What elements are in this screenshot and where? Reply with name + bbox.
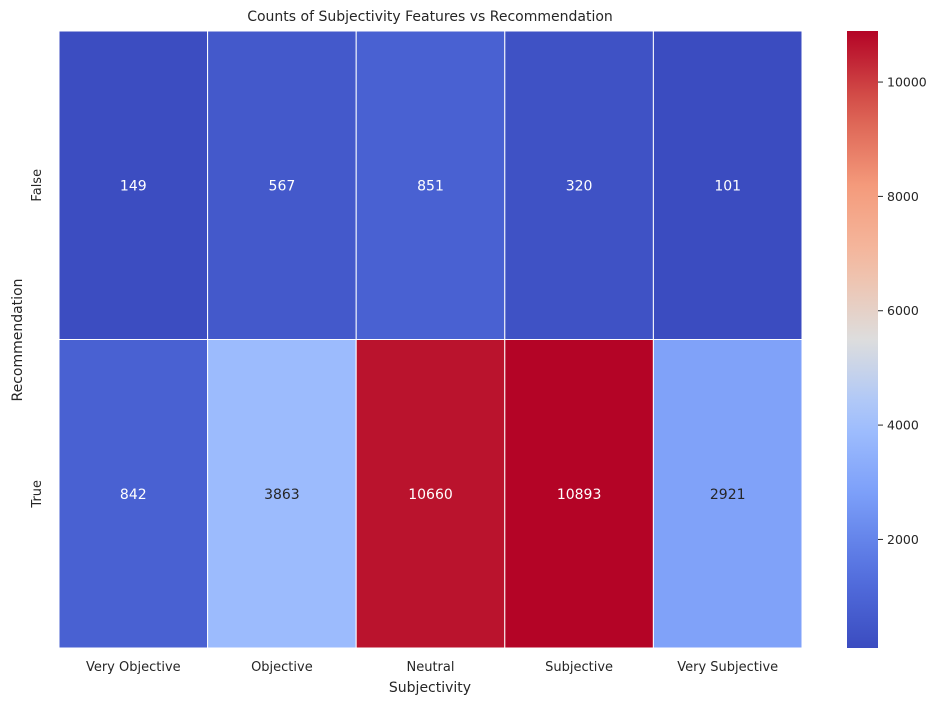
x-tick-label: Very Subjective bbox=[677, 660, 778, 675]
heatmap-cell bbox=[652, 339, 803, 649]
heatmap-cell bbox=[652, 30, 803, 340]
chart-title: Counts of Subjectivity Features vs Recom… bbox=[247, 9, 613, 25]
x-tick-label: Neutral bbox=[407, 660, 455, 675]
cell-value-label: 2921 bbox=[710, 487, 746, 503]
heatmap-cell bbox=[504, 339, 654, 649]
colorbar-tick-label: 4000 bbox=[887, 418, 919, 433]
colorbar-tick-label: 2000 bbox=[887, 532, 919, 547]
heatmap-cell bbox=[58, 30, 209, 340]
cell-value-label: 10893 bbox=[557, 487, 602, 503]
cell-value-label: 10660 bbox=[408, 487, 453, 503]
heatmap-cells: 149 567 851 320 101 842 3863 10660 10893 2921 bbox=[58, 30, 803, 649]
x-tick-label: Subjective bbox=[545, 660, 613, 675]
cell-value-label: 567 bbox=[269, 178, 296, 194]
cell-value-label: 101 bbox=[714, 178, 741, 194]
heatmap-cell bbox=[355, 30, 506, 340]
heatmap-cell bbox=[504, 30, 654, 340]
heatmap-cell bbox=[207, 30, 357, 340]
y-tick-label: False bbox=[30, 169, 45, 202]
cell-value-label: 149 bbox=[120, 178, 147, 194]
heatmap-cell bbox=[207, 339, 357, 649]
x-tick-label: Objective bbox=[251, 660, 313, 675]
y-tick-label: True bbox=[30, 480, 45, 509]
y-axis-label: Recommendation bbox=[10, 278, 26, 401]
colorbar-ticks: 2000 4000 6000 8000 10000 bbox=[878, 75, 927, 547]
colorbar-tick-label: 8000 bbox=[887, 189, 919, 204]
heatmap-cell bbox=[58, 339, 209, 649]
cell-value-label: 3863 bbox=[264, 487, 300, 503]
cell-value-label: 851 bbox=[417, 178, 444, 194]
x-axis-label: Subjectivity bbox=[389, 680, 471, 696]
y-tick-labels: False True bbox=[30, 169, 45, 509]
cell-value-label: 320 bbox=[566, 178, 593, 194]
x-tick-labels: Very Objective Objective Neutral Subjective… bbox=[86, 660, 778, 675]
cell-value-label: 842 bbox=[120, 487, 147, 503]
colorbar bbox=[847, 31, 878, 648]
x-tick-label: Very Objective bbox=[86, 660, 181, 675]
colorbar-tick-label: 6000 bbox=[887, 303, 919, 318]
colorbar-tick-label: 10000 bbox=[887, 75, 927, 90]
heatmap-cell bbox=[355, 339, 506, 649]
